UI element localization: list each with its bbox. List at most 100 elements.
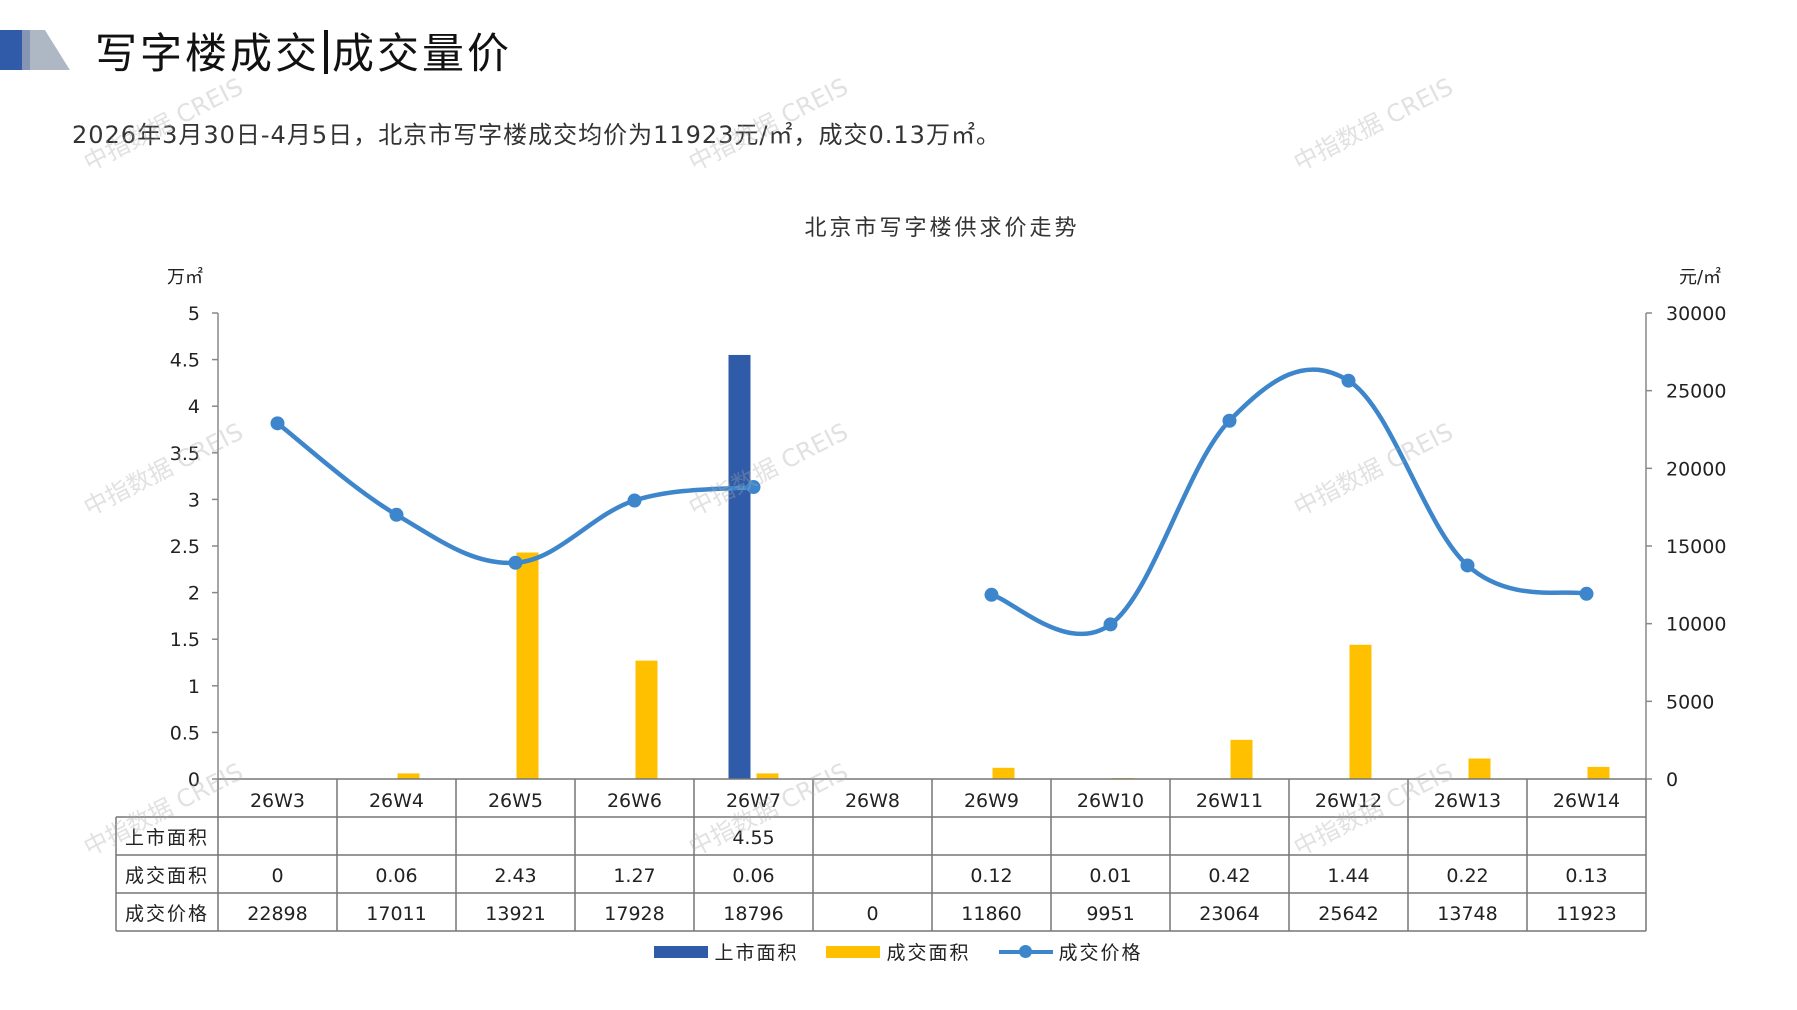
legend-item-price: 成交价格 [998,938,1143,965]
price-point [508,555,523,570]
legend-swatch-supply [654,945,709,958]
chart-legend: 上市面积 成交面积 成交价格 [0,938,1797,965]
left-axis-unit: 万㎡ [167,266,203,288]
table-row-label: 上市面积 [125,827,209,849]
summary-text: 2026年3月30日-4月5日，北京市写字楼成交均价为11923元/㎡，成交0.… [72,121,1001,149]
data-label: 0.13 [1565,865,1607,887]
category-label: 26W14 [1553,790,1620,812]
left-tick-label: 1 [188,676,200,698]
data-label: 17928 [604,903,664,925]
legend-label-supply: 上市面积 [714,942,799,964]
logo-cut [45,30,75,70]
left-tick-label: 3.5 [170,443,200,465]
data-label: 1.27 [613,865,655,887]
data-label: 25642 [1318,903,1378,925]
legend-swatch-price [998,941,1053,963]
category-label: 26W13 [1434,790,1501,812]
data-label: 13748 [1437,903,1497,925]
category-label: 26W10 [1077,790,1144,812]
bar-deal-area [1349,644,1372,779]
bar-deal-area [1230,739,1253,779]
data-label: 22898 [247,903,307,925]
data-label: 11923 [1556,903,1616,925]
price-point [984,587,999,602]
page-title: 写字楼成交 成交量价 [95,20,512,81]
data-label: 0.01 [1089,865,1131,887]
bar-deal-area [992,767,1015,779]
bar-deal-area [635,660,658,779]
left-tick-label: 0 [188,769,200,791]
price-point [389,507,404,522]
left-tick-label: 3 [188,489,200,511]
price-point [270,416,285,431]
title-separator [324,30,329,74]
page-title-left: 写字楼成交 [95,29,321,78]
logo-gray-block [22,30,70,70]
page-title-right: 成交量价 [332,29,513,78]
data-label: 11860 [961,903,1021,925]
price-line [989,367,1589,637]
left-tick-label: 2.5 [170,536,200,558]
price-point [1222,413,1237,428]
data-label: 2.43 [494,865,536,887]
data-label: 13921 [485,903,545,925]
data-label: 17011 [366,903,426,925]
left-tick-label: 0.5 [170,722,200,744]
data-label: 1.44 [1327,865,1369,887]
bar-supply [728,354,751,779]
right-tick-label: 10000 [1666,614,1726,636]
left-tick-label: 2 [188,583,200,605]
legend-label-deal-area: 成交面积 [886,942,971,964]
price-point [1460,558,1475,573]
table-row-label: 成交面积 [125,865,209,887]
left-tick-label: 5 [188,303,200,325]
table-row-label: 成交价格 [125,903,209,925]
legend-swatch-deal-area [826,945,881,958]
price-point [1579,586,1594,601]
header-logo-icon [0,30,75,70]
left-tick-label: 1.5 [170,629,200,651]
data-label: 0 [866,903,878,925]
data-label: 23064 [1199,903,1259,925]
price-point [1103,617,1118,632]
price-line [275,421,756,566]
data-label: 9951 [1086,903,1134,925]
category-label: 26W9 [964,790,1019,812]
chart-title: 北京市写字楼供求价走势 [804,216,1079,241]
data-label: 18796 [723,903,783,925]
category-label: 26W11 [1196,790,1263,812]
price-point [746,480,761,495]
price-point [1341,373,1356,388]
bar-deal-area [1587,766,1610,779]
left-tick-label: 4.5 [170,350,200,372]
right-tick-label: 0 [1666,769,1678,791]
right-tick-label: 30000 [1666,303,1726,325]
category-label: 26W4 [369,790,424,812]
legend-item-deal-area: 成交面积 [826,938,970,965]
data-label: 4.55 [732,827,774,849]
data-label: 0 [271,865,283,887]
right-tick-label: 25000 [1666,381,1726,403]
data-label: 0.12 [970,865,1012,887]
bar-deal-area [1468,758,1491,779]
right-tick-label: 5000 [1666,691,1714,713]
category-label: 26W7 [726,790,781,812]
category-label: 26W3 [250,790,305,812]
category-label: 26W5 [488,790,543,812]
category-label: 26W6 [607,790,662,812]
right-tick-label: 20000 [1666,458,1726,480]
data-label: 0.06 [732,865,774,887]
right-tick-label: 15000 [1666,536,1726,558]
category-label: 26W12 [1315,790,1382,812]
data-label: 0.22 [1446,865,1488,887]
legend-label-price: 成交价格 [1058,942,1143,964]
category-label: 26W8 [845,790,900,812]
bar-deal-area [516,552,539,779]
bar-deal-area [756,773,779,779]
price-point [627,493,642,508]
bar-deal-area [397,773,420,779]
data-label: 0.06 [375,865,417,887]
legend-item-supply: 上市面积 [654,938,798,965]
data-label: 0.42 [1208,865,1250,887]
